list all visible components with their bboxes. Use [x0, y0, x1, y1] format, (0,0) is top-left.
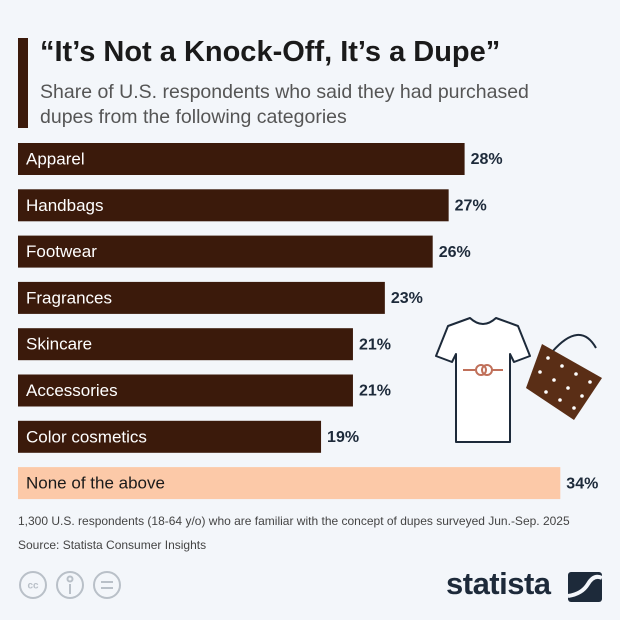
- bar: [18, 235, 433, 268]
- bar: [18, 467, 561, 500]
- bar: [18, 374, 353, 407]
- title-accent: [18, 38, 28, 128]
- brand-logo: statista: [446, 566, 551, 601]
- value-label: 27%: [455, 198, 487, 215]
- bar: [18, 328, 353, 361]
- bar: [18, 420, 322, 453]
- value-label: 19%: [327, 429, 359, 446]
- bag-illustration: [526, 333, 602, 420]
- value-label: 21%: [359, 383, 391, 400]
- cc-icon-text: cc: [27, 581, 39, 592]
- category-label: Accessories: [26, 381, 118, 400]
- footnote: 1,300 U.S. respondents (18-64 y/o) who a…: [18, 514, 570, 528]
- bar: [18, 143, 465, 175]
- chart-title: “It’s Not a Knock-Off, It’s a Dupe”: [40, 36, 501, 68]
- value-label: 21%: [359, 336, 391, 353]
- chart-subtitle: Share of U.S. respondents who said they …: [40, 81, 529, 128]
- shirt-illustration: [435, 317, 531, 443]
- brand-icon: [567, 572, 603, 602]
- value-label: 28%: [471, 151, 503, 168]
- category-label: Skincare: [26, 335, 92, 354]
- bar: [18, 281, 385, 314]
- category-label: Color cosmetics: [26, 427, 147, 446]
- category-label: None of the above: [26, 474, 165, 493]
- bar: [18, 189, 449, 222]
- value-label: 26%: [439, 244, 471, 261]
- source: Source: Statista Consumer Insights: [18, 538, 207, 552]
- value-label: 23%: [391, 290, 423, 307]
- category-label: Handbags: [26, 196, 104, 215]
- category-label: Footwear: [26, 242, 97, 261]
- value-label: 34%: [566, 475, 598, 492]
- category-label: Apparel: [26, 149, 85, 168]
- license-icons: [19, 571, 121, 599]
- category-label: Fragrances: [26, 288, 112, 307]
